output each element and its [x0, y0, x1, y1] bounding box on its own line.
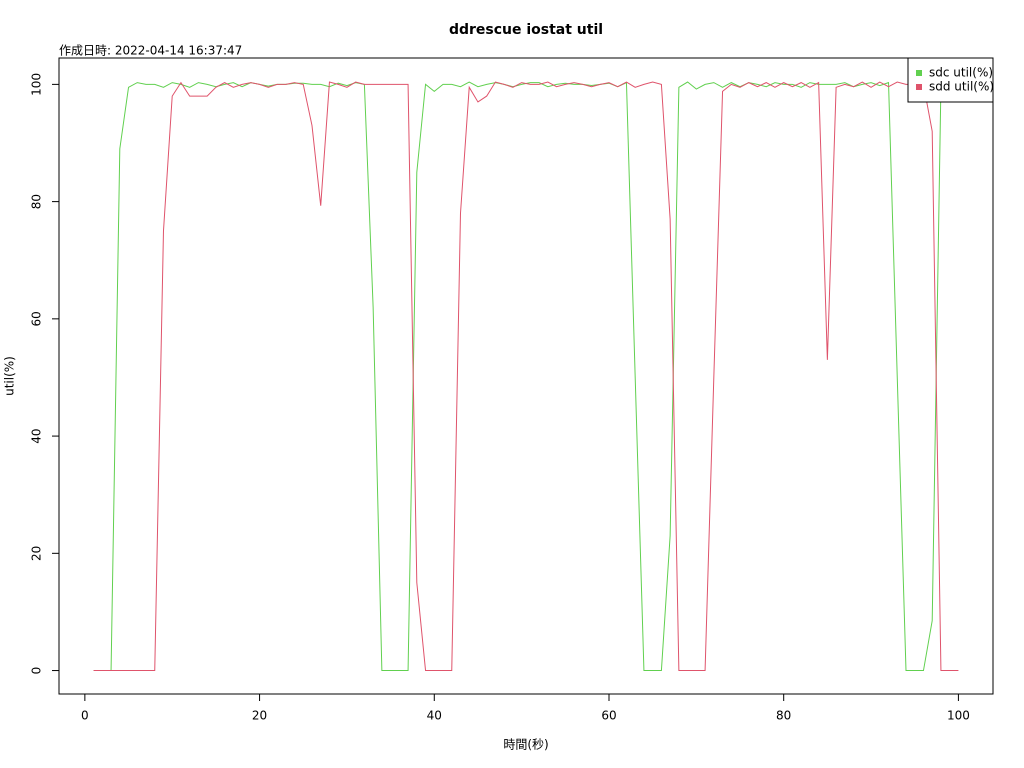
legend-swatch	[916, 70, 922, 76]
x-tick-label: 0	[81, 709, 89, 723]
x-tick-label: 100	[947, 709, 970, 723]
legend-label: sdd util(%)	[929, 80, 994, 94]
line-series	[93, 81, 959, 672]
x-tick-label: 60	[601, 709, 616, 723]
legend-box	[907, 57, 994, 103]
y-tick-label: 40	[30, 428, 44, 443]
x-tick-label: 40	[427, 709, 442, 723]
y-tick-label: 20	[30, 546, 44, 561]
y-tick-label: 100	[30, 73, 44, 96]
chart-title: ddrescue iostat util	[449, 22, 603, 38]
x-tick-label: 20	[252, 709, 267, 723]
y-tick-label: 80	[30, 194, 44, 209]
line-series	[93, 81, 959, 672]
x-tick-label: 80	[776, 709, 791, 723]
legend-label: sdc util(%)	[929, 66, 993, 80]
legend-swatch	[916, 84, 922, 90]
y-tick-label: 0	[30, 667, 44, 675]
annotation: 作成日時: 2022-04-14 16:37:47	[59, 44, 242, 58]
y-tick-label: 60	[30, 311, 44, 326]
y-axis-label: util(%)	[3, 356, 17, 396]
x-axis-label: 時間(秒)	[503, 738, 548, 752]
plot-frame	[58, 57, 994, 695]
